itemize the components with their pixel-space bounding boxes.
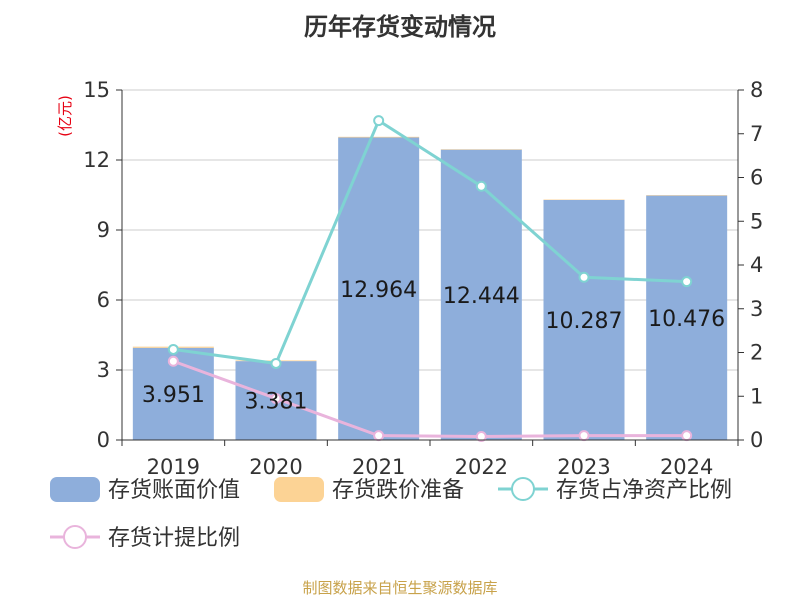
bar-book-value [646, 195, 728, 440]
y-left-tick-label: 9 [97, 218, 110, 242]
y-right-tick-label: 1 [750, 384, 763, 408]
y-right-tick-label: 7 [750, 122, 763, 146]
legend-swatch [50, 477, 100, 502]
y-right-tick-label: 8 [750, 78, 763, 102]
x-tick-label: 2021 [352, 455, 405, 479]
point-provision-ratio [475, 431, 487, 442]
grid-lines [122, 89, 738, 441]
legend-label: 存货账面价值 [108, 478, 240, 503]
bar-data-label: 3.381 [245, 390, 308, 415]
x-tick-label: 2019 [147, 455, 200, 479]
data-labels: 3.951 3.381 12.964 12.444 10.287 10.476 [142, 278, 725, 415]
point-inventory-to-net-assets [373, 115, 385, 127]
source-note: 制图数据来自恒生聚源数据库 [302, 579, 497, 597]
y-left-tick-label: 3 [97, 358, 110, 382]
x-tick-label: 2024 [660, 455, 713, 479]
x-tick-label: 2023 [557, 455, 610, 479]
line-inventory-to-net-assets [173, 118, 687, 366]
chart-title: 历年存货变动情况 [304, 13, 496, 41]
point-inventory-to-net-assets [578, 271, 590, 283]
point-provision-ratio [681, 430, 693, 442]
bar-impairment-reserve [338, 136, 420, 138]
point-inventory-to-net-assets [270, 357, 282, 369]
point-inventory-to-net-assets [475, 180, 487, 192]
point-provision-ratio [270, 392, 282, 404]
bar-data-label: 10.287 [546, 309, 623, 334]
y-left-tick-label: 12 [83, 148, 110, 172]
y-left-tick-label: 6 [97, 288, 110, 312]
x-tick-label: 2020 [249, 455, 302, 479]
y-right-tick-label: 4 [750, 253, 763, 277]
y-right-tick-label: 5 [750, 209, 763, 233]
point-inventory-to-net-assets [167, 343, 179, 355]
y-left-tick-label: 15 [83, 78, 110, 102]
point-provision-ratio [167, 355, 179, 367]
bar-data-label: 10.476 [648, 307, 725, 332]
point-provision-ratio [578, 430, 590, 442]
legend-swatch [274, 477, 324, 502]
y-right-tick-label: 3 [750, 297, 763, 321]
bar-data-label: 3.951 [142, 383, 205, 408]
bar-data-label: 12.964 [340, 278, 417, 303]
x-tick-label: 2022 [455, 455, 508, 479]
y-right-tick-label: 2 [750, 341, 763, 365]
legend-swatch-marker [63, 525, 87, 549]
bar-book-value [543, 199, 625, 440]
y-axis-unit: (亿元) [56, 95, 74, 137]
y-right-tick-label: 0 [750, 428, 763, 452]
legend-swatch-marker [511, 477, 535, 501]
lines [167, 115, 693, 442]
bar-data-label: 12.444 [443, 284, 520, 309]
line-provision-ratio [172, 359, 687, 439]
bar-book-value [440, 149, 522, 440]
point-inventory-to-net-assets [681, 276, 693, 288]
y-right-tick-label: 6 [750, 166, 763, 190]
legend-label: 存货占净资产比例 [556, 478, 732, 503]
bars [132, 136, 728, 441]
legend-label: 存货计提比例 [108, 526, 240, 551]
legend-label: 存货跌价准备 [332, 478, 464, 503]
y-left-tick-label: 0 [97, 428, 110, 452]
point-provision-ratio [373, 430, 385, 442]
